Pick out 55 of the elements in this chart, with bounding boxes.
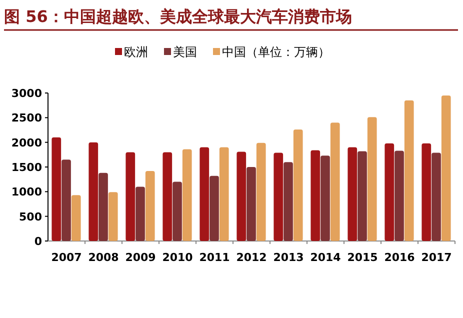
x-tick-label: 2008 — [88, 251, 119, 264]
bar — [52, 137, 62, 241]
bar — [310, 150, 320, 241]
bar — [136, 186, 145, 241]
x-tick-label: 2010 — [162, 251, 194, 264]
bar — [200, 147, 210, 241]
bar — [293, 130, 303, 241]
legend-label: 中国（单位：万辆） — [222, 45, 330, 59]
bar — [348, 147, 358, 241]
x-tick-label: 2013 — [273, 251, 304, 264]
bar — [284, 162, 293, 241]
bar — [246, 167, 256, 241]
bar — [126, 152, 136, 241]
bar — [172, 182, 182, 241]
title: 图 56：中国超越欧、美成全球最大汽车消费市场 — [4, 7, 352, 26]
bar — [182, 149, 192, 241]
x-tick-label: 2012 — [236, 251, 267, 264]
x-tick-label: 2014 — [310, 251, 342, 264]
x-tick-label: 2011 — [199, 251, 230, 264]
bar — [88, 142, 98, 241]
bar — [256, 142, 266, 241]
bar — [71, 195, 81, 241]
bar — [210, 176, 219, 241]
bar — [394, 150, 404, 241]
x-tick-label: 2015 — [347, 251, 378, 264]
legend-label: 美国 — [173, 45, 197, 59]
bar — [384, 143, 394, 241]
y-tick-label: 2000 — [11, 136, 42, 150]
bar — [432, 152, 441, 241]
bar — [162, 152, 172, 241]
bar — [358, 151, 367, 241]
x-tick-label: 2007 — [51, 251, 82, 264]
y-tick-label: 500 — [19, 210, 42, 224]
y-tick-label: 1500 — [11, 161, 42, 174]
bar — [367, 117, 377, 241]
y-tick-label: 3000 — [11, 87, 42, 100]
x-tick-label: 2009 — [125, 251, 156, 264]
bar — [98, 172, 108, 241]
bar — [219, 147, 229, 241]
bar — [441, 95, 451, 241]
bar — [330, 122, 340, 241]
y-tick-label: 2500 — [11, 112, 42, 125]
bar — [62, 160, 71, 241]
bar — [145, 170, 155, 241]
x-tick-label: 2017 — [421, 251, 452, 264]
bar — [236, 152, 246, 241]
y-tick-label: 1000 — [11, 186, 42, 199]
bar — [404, 100, 414, 241]
bar — [320, 156, 330, 241]
y-tick-label: 0 — [34, 235, 42, 248]
bar — [422, 143, 432, 241]
bar — [108, 192, 118, 241]
bar — [274, 152, 284, 241]
x-tick-label: 2016 — [384, 251, 416, 264]
legend-label: 欧洲 — [124, 45, 148, 59]
